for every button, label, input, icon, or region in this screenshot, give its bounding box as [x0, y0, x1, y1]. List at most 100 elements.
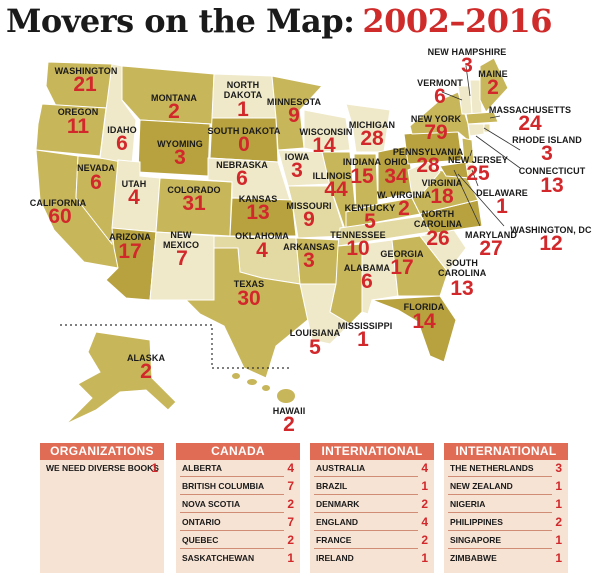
list-item-name: PHILIPPINES: [450, 517, 503, 527]
state-label: CALIFORNIA: [29, 198, 87, 208]
state-label: MAINE: [478, 69, 508, 79]
state-shape-west-virginia: [407, 161, 441, 197]
state-count: 5: [364, 210, 376, 233]
state-label: MASSACHUSETTS: [488, 105, 572, 115]
state-count: 3: [541, 142, 553, 165]
state-count: 5: [309, 336, 321, 359]
row-divider: [180, 476, 284, 477]
state-label: WASHINGTON, DC: [510, 225, 592, 235]
state-label: CONNECTICUT: [518, 166, 586, 176]
title-text: Movers on the Map:: [6, 2, 355, 40]
list-item-name: ZIMBABWE: [450, 553, 497, 563]
state-label: NEVADA: [77, 163, 115, 173]
list-item: IRELAND 1: [314, 551, 430, 568]
state-count: 3: [461, 54, 473, 77]
state-label: OKLAHOMA: [235, 231, 289, 241]
state-label: LOUISIANA: [289, 328, 341, 338]
state-count: 2: [283, 413, 295, 436]
state-count: 3: [303, 249, 315, 272]
state-count: 4: [256, 239, 268, 262]
state-count: 34: [384, 165, 408, 188]
state-label: W. VIRGINIA: [376, 190, 432, 200]
panel-canada: CANADA ALBERTA 4 BRITISH COLUMBIA 7 NOVA S…: [176, 443, 300, 573]
panel-international-1: INTERNATIONAL AUSTRALIA 4 BRAZIL 1 DENMARK…: [310, 443, 434, 573]
state-label: NEW HAMPSHIRE: [427, 47, 507, 57]
list-item: AUSTRALIA 4: [314, 461, 430, 478]
state-count: 15: [350, 165, 374, 188]
list-item-count: 1: [555, 497, 562, 511]
panel-header: ORGANIZATIONS: [40, 443, 164, 460]
leader-lines: [441, 65, 521, 227]
row-divider: [180, 512, 284, 513]
state-label: WASHINGTON: [54, 66, 118, 76]
list-item-count: 1: [555, 479, 562, 493]
state-label: ARIZONA: [109, 232, 151, 242]
state-label: MINNESOTA: [266, 97, 322, 107]
state-count: 79: [424, 121, 448, 144]
state-shape-wisconsin: [303, 109, 351, 153]
state-label: NORTH DAKOTA: [223, 80, 263, 100]
state-count: 6: [236, 167, 248, 190]
state-label: TENNESSEE: [330, 230, 386, 240]
state-shape-massachusetts: [465, 111, 499, 125]
state-count: 44: [324, 178, 348, 201]
state-label: NEW YORK: [410, 114, 462, 124]
state-label: NEBRASKA: [216, 160, 268, 170]
state-label: KANSAS: [238, 194, 278, 204]
state-label: MISSOURI: [286, 201, 332, 211]
state-label: MISSISSIPPI: [337, 321, 393, 331]
row-divider: [180, 530, 284, 531]
state-count: 17: [118, 240, 142, 263]
row-divider: [314, 494, 418, 495]
list-item-name: NIGERIA: [450, 499, 486, 509]
state-count: 9: [303, 208, 315, 231]
row-divider: [180, 548, 284, 549]
state-shape-hawaii-1: [232, 373, 240, 379]
list-item-count: 1: [421, 551, 428, 565]
list-item-name: NEW ZEALAND: [450, 481, 513, 491]
state-count: 10: [346, 237, 370, 260]
list-item-count: 1: [555, 551, 562, 565]
state-label: ALABAMA: [343, 263, 391, 273]
list-item: DENMARK 2: [314, 497, 430, 514]
state-shape-alaska: [65, 331, 177, 425]
list-item-name: BRAZIL: [316, 481, 348, 491]
list-item-name: ENGLAND: [316, 517, 359, 527]
list-item-name: QUEBEC: [182, 535, 219, 545]
list-item: NEW ZEALAND 1: [448, 479, 564, 496]
list-item: FRANCE 2: [314, 533, 430, 550]
state-shape-georgia: [391, 235, 449, 297]
state-count: 24: [518, 112, 542, 135]
state-label: KENTUCKY: [344, 203, 396, 213]
state-count: 9: [288, 104, 300, 127]
list-item-count: 2: [287, 497, 294, 511]
row-divider: [314, 548, 418, 549]
state-shape-missouri: [287, 185, 347, 239]
list-item-count: 2: [421, 533, 428, 547]
state-count: 0: [238, 133, 250, 156]
state-count: 13: [450, 277, 474, 300]
state-label: OREGON: [57, 107, 99, 117]
state-count: 2: [140, 360, 152, 383]
state-label: NEW JERSEY: [447, 155, 509, 165]
state-label: OHIO: [384, 157, 408, 167]
list-item-name: WE NEED DIVERSE BOOKS: [46, 463, 159, 473]
state-label: WYOMING: [157, 139, 203, 149]
state-label: NORTH CAROLINA: [413, 209, 463, 229]
state-count: 6: [434, 85, 446, 108]
list-item-name: THE NETHERLANDS: [450, 463, 534, 473]
panel-header: CANADA: [176, 443, 300, 460]
state-count: 11: [66, 115, 90, 138]
state-count: 28: [416, 154, 440, 177]
state-count: 3: [291, 159, 303, 182]
list-item-count: 2: [555, 515, 562, 529]
list-item: ALBERTA 4: [180, 461, 296, 478]
state-label: DELAWARE: [476, 188, 528, 198]
state-count: 1: [357, 328, 369, 351]
state-count: 2: [168, 100, 180, 123]
state-label: IOWA: [284, 152, 310, 162]
list-item-count: 7: [287, 515, 294, 529]
state-count: 1: [237, 98, 249, 121]
list-item: NOVA SCOTIA 2: [180, 497, 296, 514]
state-label: NEW MEXICO: [162, 230, 200, 250]
